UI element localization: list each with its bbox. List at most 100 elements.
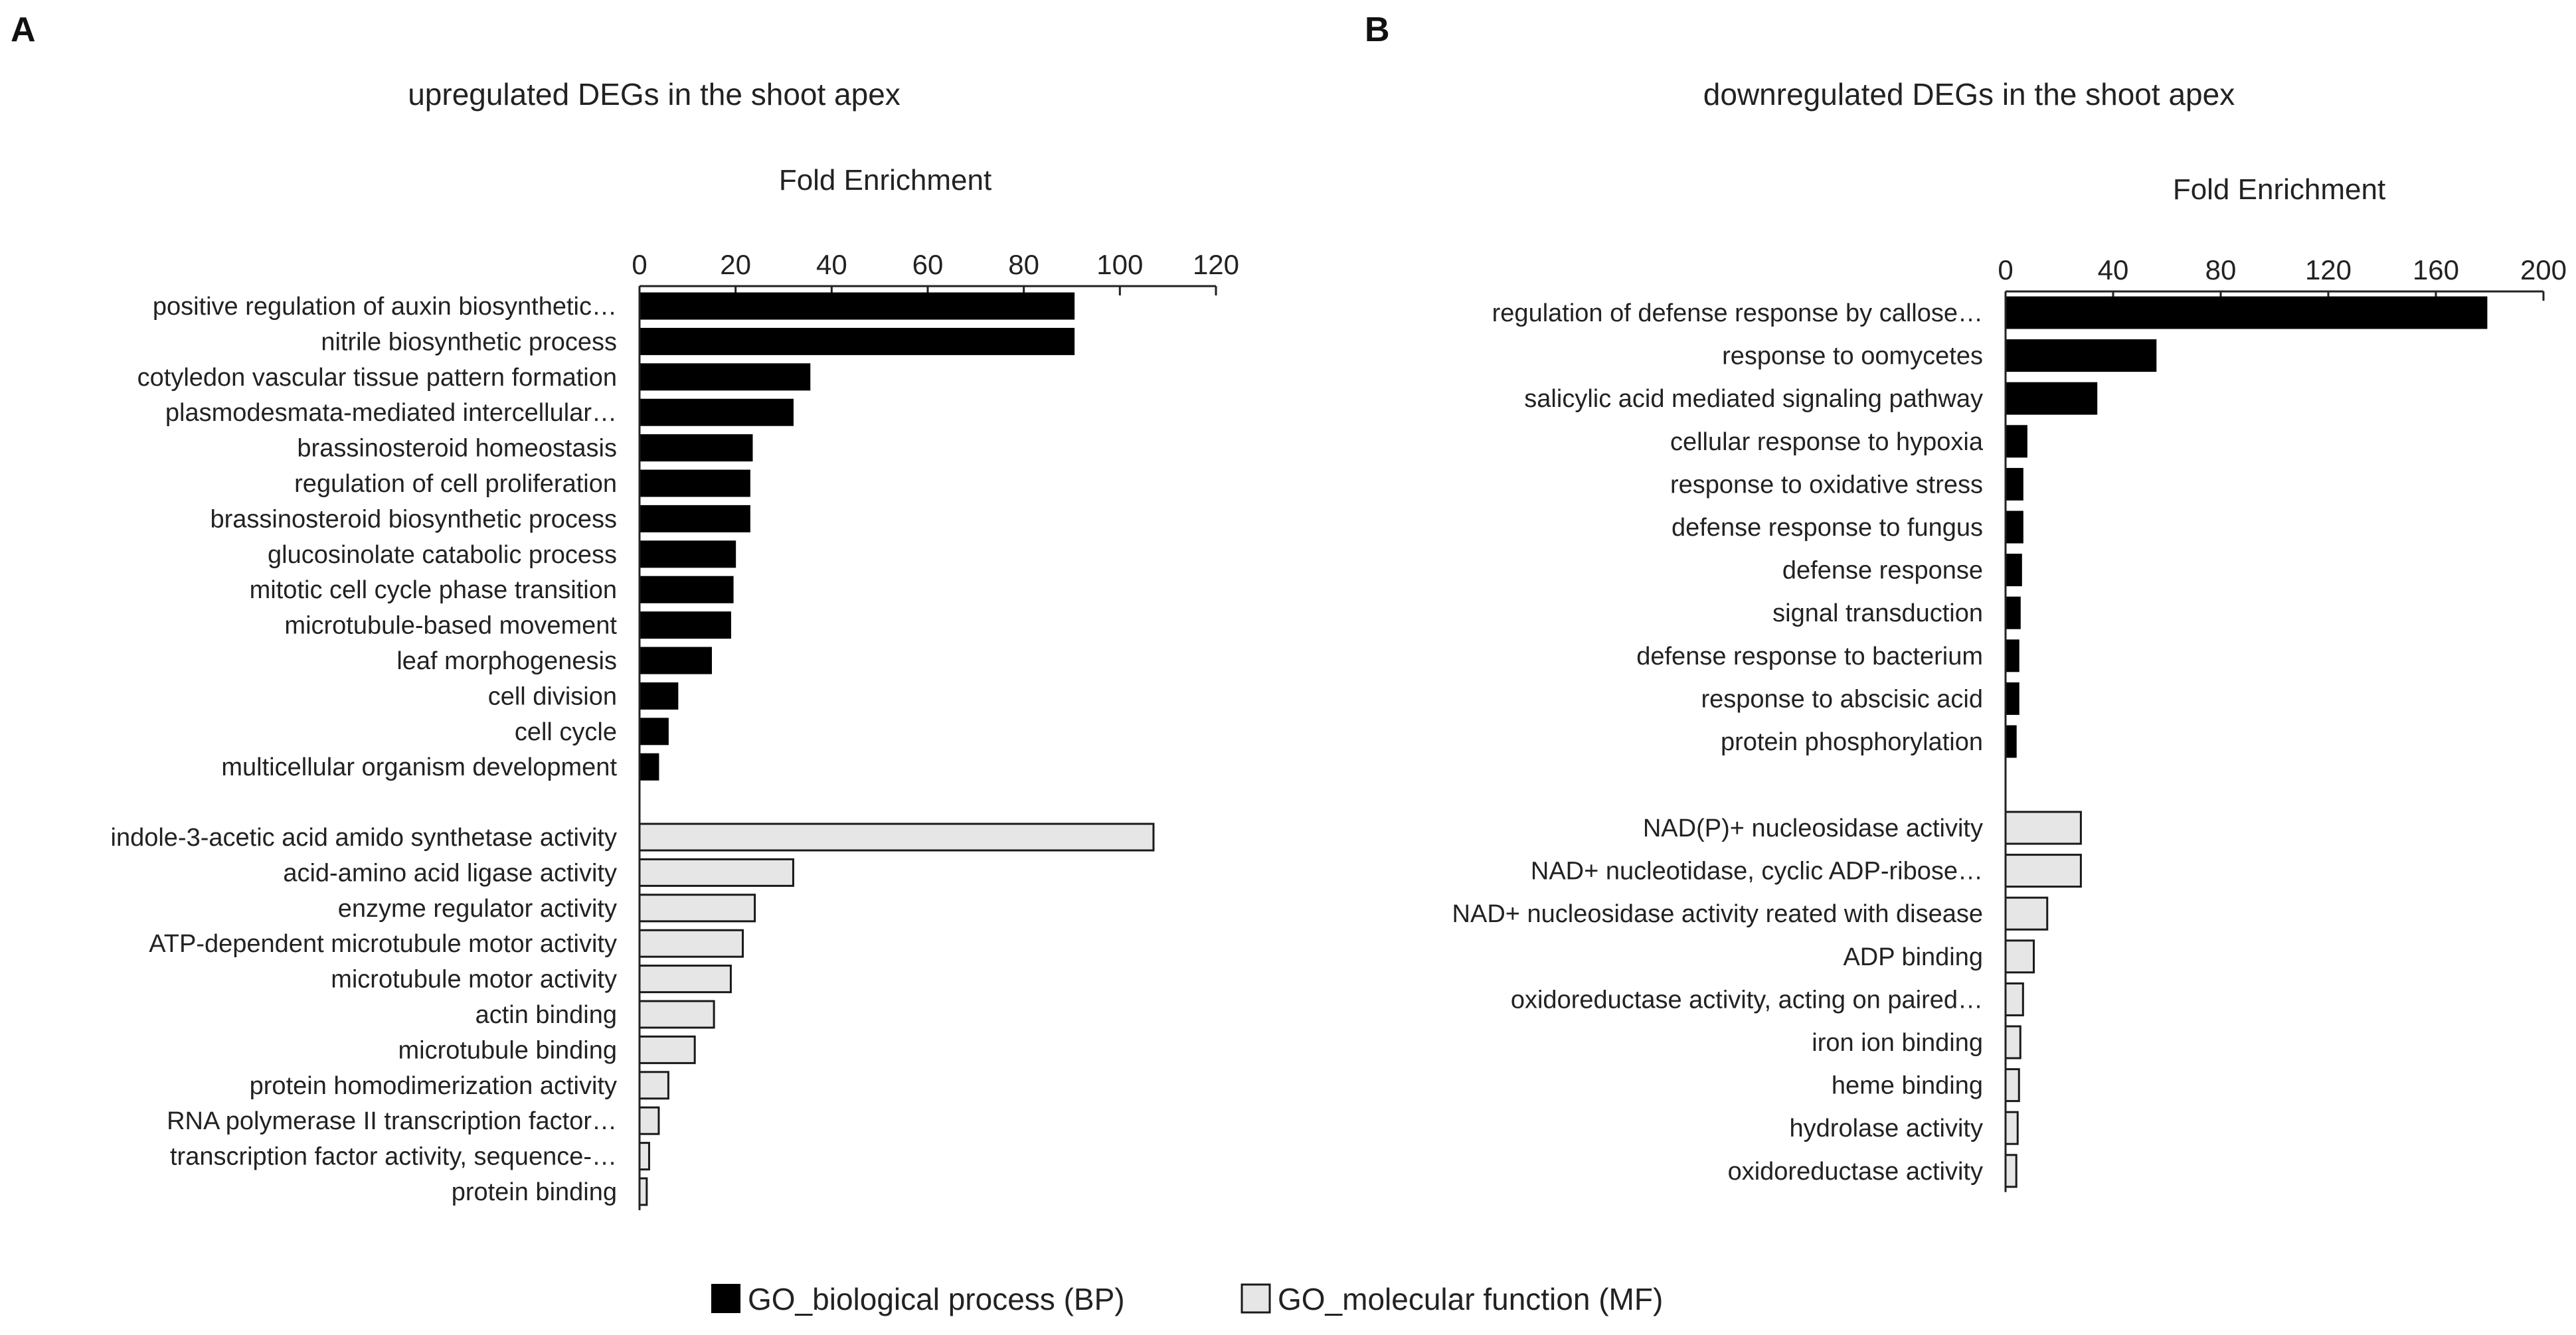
bp-bar-a: [639, 292, 1075, 320]
mf-bar-b: [2004, 939, 2035, 974]
chart-title-b: downregulated DEGs in the shoot apex: [1703, 77, 2235, 112]
legend: GO_biological process (BP) GO_molecular …: [711, 1282, 1663, 1316]
bp-category-label-a: mitotic cell cycle phase transition: [250, 576, 617, 604]
bp-category-label-b: regulation of defense response by callos…: [1492, 299, 1983, 327]
bp-category-label-b: response to oomycetes: [1722, 343, 1983, 370]
bp-category-label-a: cell division: [488, 682, 617, 710]
mf-bar-b: [2004, 811, 2082, 845]
x-tick-label-b: 80: [2205, 254, 2237, 285]
bp-bar-b: [2005, 682, 2019, 715]
mf-bar-b: [2004, 1025, 2021, 1060]
bp-bar-b: [2005, 554, 2022, 587]
chart-area-a: 0 20 40 60 80 100 120 positive regulation of au…: [111, 249, 1239, 1210]
mf-bar-a: [638, 894, 756, 923]
mf-bar-a: [638, 1035, 696, 1064]
mf-bar-a: [638, 929, 744, 958]
mf-category-label-a: microtubule motor activity: [331, 966, 617, 994]
x-tick-label-a: 60: [912, 249, 944, 280]
x-axis-title-b: Fold Enrichment: [2173, 173, 2385, 206]
bp-category-label-a: microtubule-based movement: [284, 612, 617, 640]
bp-bar-b: [2005, 639, 2019, 672]
x-tick-label-b: 120: [2305, 254, 2352, 285]
bp-category-label-b: defense response to bacterium: [1636, 643, 1983, 670]
mf-bar-b: [2004, 1154, 2018, 1188]
mf-category-label-b: NAD+ nucleosidase activity reated with d…: [1452, 900, 1983, 928]
mf-bar-b: [2004, 1068, 2020, 1103]
x-tick-label-b: 160: [2413, 254, 2459, 285]
mf-category-label-b: oxidoreductase activity: [1728, 1158, 1983, 1186]
mf-bar-a: [638, 1142, 650, 1171]
bp-category-label-a: glucosinolate catabolic process: [268, 541, 617, 569]
bp-category-label-a: brassinosteroid biosynthetic process: [210, 505, 617, 533]
mf-bar-b: [2004, 982, 2024, 1016]
mf-bar-b: [2004, 854, 2082, 888]
bp-category-label-b: signal transduction: [1772, 599, 1983, 627]
mf-category-label-b: NAD+ nucleotidase, cyclic ADP-ribose…: [1531, 858, 1983, 886]
bp-category-label-a: nitrile biosynthetic process: [321, 328, 617, 356]
mf-category-label-a: microtubule binding: [398, 1036, 617, 1064]
x-tick-label-a: 40: [816, 249, 847, 280]
bp-bar-a: [639, 576, 734, 603]
mf-category-label-b: heme binding: [1832, 1072, 1983, 1100]
mf-category-label-a: protein binding: [452, 1178, 617, 1206]
bp-bar-a: [639, 611, 731, 639]
bp-bar-a: [639, 718, 669, 746]
x-tick-label-a: 120: [1193, 249, 1239, 280]
bp-bar-b: [2005, 725, 2017, 758]
panel-letter-a: A: [11, 11, 36, 49]
bp-bar-b: [2005, 596, 2021, 629]
panel-b: B downregulated DEGs in the shoot apex F…: [1365, 11, 2567, 1192]
x-tick-label-b: 0: [1998, 254, 2013, 285]
bp-bar-b: [2005, 339, 2157, 372]
bp-category-label-b: response to abscisic acid: [1701, 685, 1983, 713]
bp-bar-a: [639, 469, 750, 497]
bp-bar-b: [2005, 382, 2098, 415]
bp-bar-a: [639, 540, 736, 568]
mf-category-label-a: RNA polymerase II transcription factor…: [167, 1107, 617, 1135]
bp-category-label-b: defense response to fungus: [1672, 514, 1983, 542]
bp-category-label-a: leaf morphogenesis: [396, 647, 617, 675]
bp-category-label-b: response to oxidative stress: [1670, 471, 1983, 499]
mf-category-label-b: hydrolase activity: [1790, 1115, 1983, 1142]
mf-bar-a: [638, 1000, 715, 1029]
mf-category-label-a: transcription factor activity, sequence-…: [170, 1143, 617, 1171]
mf-category-label-b: iron ion binding: [1812, 1029, 1983, 1057]
x-tick-label-a: 80: [1008, 249, 1039, 280]
legend-swatch-mf: [1241, 1283, 1271, 1314]
legend-label-bp: GO_biological process (BP): [748, 1282, 1125, 1316]
bp-bar-b: [2005, 296, 2488, 329]
panel-a: A upregulated DEGs in the shoot apex Fol…: [11, 11, 1239, 1210]
bp-bar-a: [639, 327, 1075, 355]
bp-category-label-b: cellular response to hypoxia: [1670, 428, 1984, 456]
mf-category-label-a: acid-amino acid ligase activity: [283, 859, 617, 887]
bp-category-label-b: defense response: [1782, 557, 1983, 585]
bp-bar-a: [639, 753, 659, 781]
bp-category-label-a: cell cycle: [515, 718, 617, 746]
bp-bar-a: [639, 682, 679, 710]
mf-bar-b: [2004, 896, 2049, 931]
mf-bar-a: [638, 1106, 660, 1135]
bp-category-label-a: regulation of cell proliferation: [294, 470, 617, 498]
mf-category-label-a: protein homodimerization activity: [250, 1072, 617, 1100]
x-axis-title-a: Fold Enrichment: [779, 164, 991, 196]
bp-category-label-a: multicellular organism development: [221, 753, 617, 781]
bp-bar-a: [639, 363, 811, 391]
x-tick-label-b: 40: [2098, 254, 2129, 285]
mf-category-label-a: indole-3-acetic acid amido synthetase ac…: [111, 824, 618, 852]
bp-category-label-a: cotyledon vascular tissue pattern format…: [137, 364, 617, 392]
bp-bar-a: [639, 398, 794, 426]
x-tick-label-b: 200: [2520, 254, 2567, 285]
mf-bar-a: [638, 1177, 648, 1206]
bp-category-label-a: plasmodesmata-mediated intercellular…: [165, 399, 617, 427]
x-tick-label-a: 0: [632, 249, 647, 280]
x-tick-label-a: 20: [720, 249, 751, 280]
mf-bar-a: [638, 858, 794, 887]
mf-category-label-a: enzyme regulator activity: [338, 895, 617, 923]
legend-swatch-bp: [711, 1284, 740, 1313]
x-tick-label-a: 100: [1096, 249, 1143, 280]
mf-category-label-b: NAD(P)+ nucleosidase activity: [1643, 815, 1983, 842]
bp-bar-a: [639, 505, 750, 532]
bp-bar-b: [2005, 467, 2023, 501]
bp-bar-a: [639, 647, 712, 674]
